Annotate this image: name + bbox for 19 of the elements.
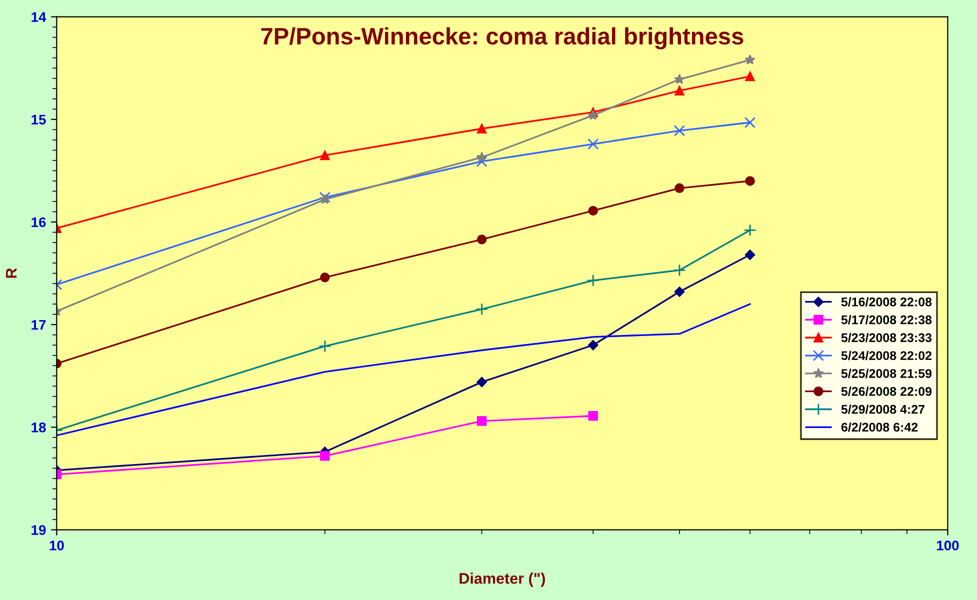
- y-tick-label: 16: [32, 217, 46, 228]
- legend-label: 5/29/2008 4:27: [841, 404, 924, 414]
- x-tick-label: 10: [50, 540, 64, 550]
- legend-label: 5/24/2008 22:02: [841, 350, 932, 360]
- legend-label: 5/17/2008 22:38: [841, 315, 932, 324]
- y-tick-label: 14: [32, 12, 46, 22]
- y-axis-title: R: [6, 268, 17, 278]
- y-tick-label: 17: [32, 320, 46, 330]
- legend-label: 6/2/2008 6:42: [841, 422, 918, 432]
- y-tick-label: 19: [32, 525, 46, 535]
- legend-label: 5/26/2008 22:09: [841, 386, 932, 396]
- y-tick-label: 18: [32, 422, 46, 432]
- legend-label: 5/25/2008 21:59: [841, 368, 932, 378]
- legend-label: 5/23/2008 23:33: [841, 332, 932, 342]
- chart-title: 7P/Pons-Winnecke: coma radial brightness: [261, 27, 744, 50]
- y-tick-label: 15: [32, 114, 46, 125]
- legend-label: 5/16/2008 22:08: [841, 297, 932, 306]
- x-axis-title: Diameter ("): [460, 572, 545, 587]
- x-tick-label: 100: [936, 540, 959, 550]
